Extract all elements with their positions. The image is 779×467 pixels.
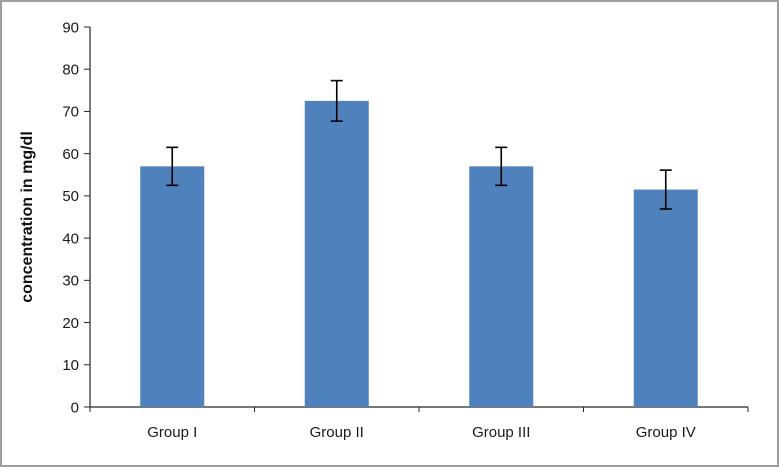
y-tick-label: 90 [62, 19, 79, 36]
bar [304, 100, 369, 407]
y-tick-label: 80 [62, 61, 79, 78]
y-tick-label: 60 [62, 146, 79, 163]
y-tick-label: 50 [62, 188, 79, 205]
y-tick-label: 70 [62, 104, 79, 121]
bar [140, 166, 205, 407]
y-tick-label: 20 [62, 315, 79, 332]
x-tick-label: Group IV [636, 424, 696, 441]
x-tick-label: Group III [472, 424, 530, 441]
y-tick-label: 30 [62, 273, 79, 290]
y-tick-label: 10 [62, 357, 79, 374]
y-tick-label: 0 [71, 399, 79, 416]
bar [633, 189, 698, 407]
bar [469, 166, 534, 407]
y-axis-title: concentration in mg/dl [19, 131, 36, 303]
x-tick-label: Group II [310, 424, 364, 441]
y-tick-label: 40 [62, 230, 79, 247]
x-tick-label: Group I [147, 424, 197, 441]
